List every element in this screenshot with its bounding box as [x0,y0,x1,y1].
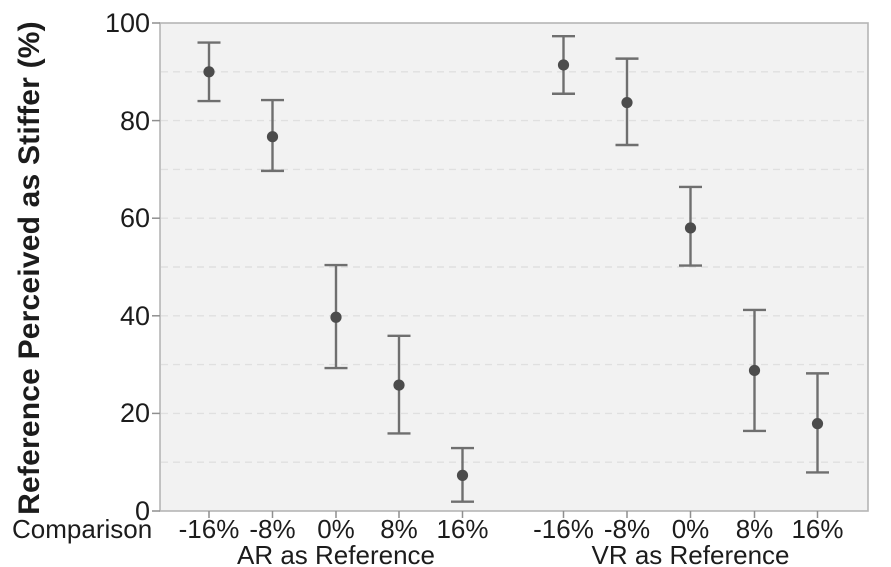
data-point [748,364,761,377]
data-point [456,469,469,481]
data-point [684,222,697,234]
y-tick-label: 40 [119,300,150,331]
y-tick-label: 60 [119,203,150,234]
x-axis-title-comparison: Comparison [12,514,153,544]
x-tick-label: -16% [178,514,240,544]
data-point [330,311,342,323]
data-point [203,66,215,78]
data-point [557,59,570,71]
x-tick-label: 8% [380,514,418,544]
x-tick-label: -8% [249,514,296,544]
y-tick-label: 80 [119,105,150,136]
x-tick-label: -16% [533,514,594,544]
x-tick-label: 16% [436,514,489,544]
y-tick-label: 100 [104,8,150,38]
x-tick-label: -8% [603,514,651,544]
data-point [811,418,824,430]
group-label-vr-as-reference: VR as Reference [591,540,790,567]
data-point [621,96,633,109]
data-point [393,379,405,391]
x-tick-label: 16% [791,514,844,544]
data-point [266,131,279,143]
x-tick-label: 0% [671,514,710,544]
x-tick-label: 0% [317,514,355,544]
y-tick-label: 0 [134,496,150,526]
plot-border [159,22,869,512]
y-tick-label: 20 [119,398,150,429]
group-label-ar-as-reference: AR as Reference [237,540,435,567]
x-tick-label: 8% [735,514,774,544]
